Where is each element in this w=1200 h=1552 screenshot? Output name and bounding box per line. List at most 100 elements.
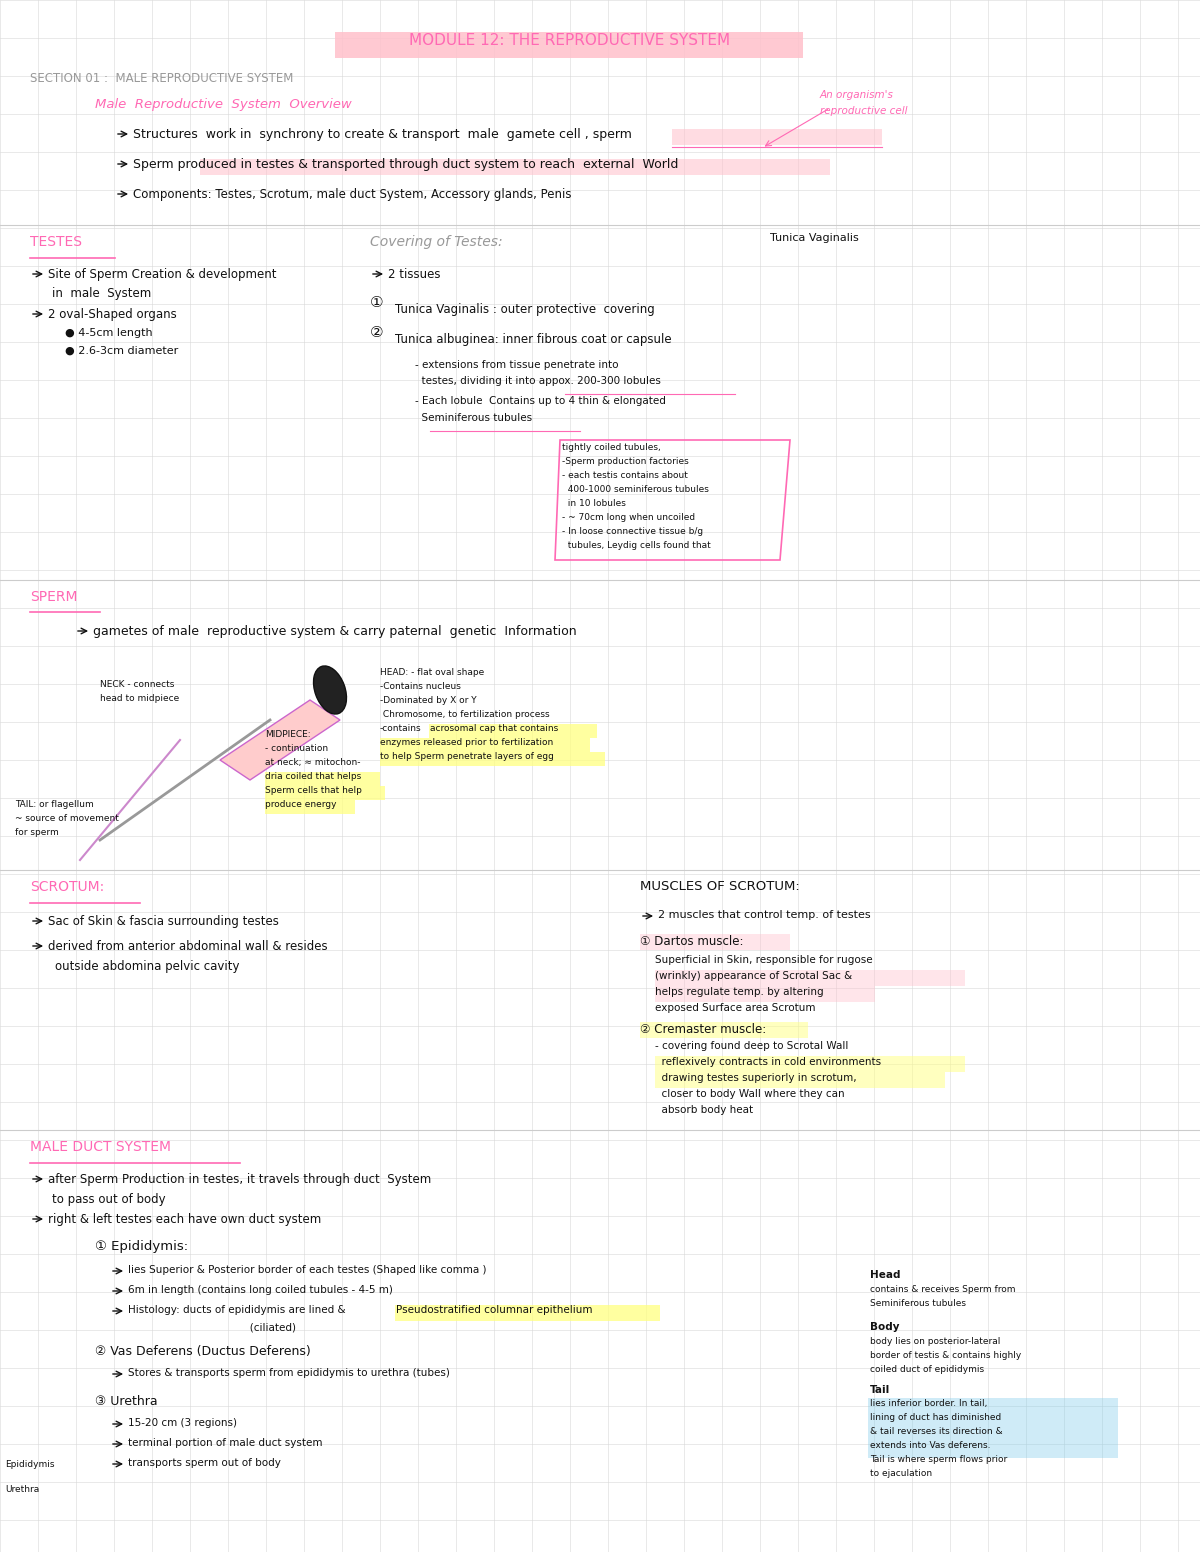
Text: Sperm produced in testes & transported through duct system to reach  external  W: Sperm produced in testes & transported t…	[133, 158, 678, 171]
Text: Pseudostratified columnar epithelium: Pseudostratified columnar epithelium	[396, 1305, 593, 1315]
Text: ● 2.6-3cm diameter: ● 2.6-3cm diameter	[65, 346, 179, 355]
Text: body lies on posterior-lateral: body lies on posterior-lateral	[870, 1336, 1001, 1346]
Text: -Contains nucleus: -Contains nucleus	[380, 681, 461, 691]
Text: gametes of male  reproductive system & carry paternal  genetic  Information: gametes of male reproductive system & ca…	[94, 625, 577, 638]
FancyBboxPatch shape	[200, 158, 830, 175]
Text: - ~ 70cm long when uncoiled: - ~ 70cm long when uncoiled	[562, 514, 695, 521]
Text: 400-1000 seminiferous tubules: 400-1000 seminiferous tubules	[562, 484, 709, 494]
Text: 2 muscles that control temp. of testes: 2 muscles that control temp. of testes	[658, 909, 871, 920]
Text: Urethra: Urethra	[5, 1485, 40, 1495]
Text: An organism's: An organism's	[820, 90, 894, 99]
Text: right & left testes each have own duct system: right & left testes each have own duct s…	[48, 1214, 322, 1226]
FancyBboxPatch shape	[265, 771, 380, 785]
Ellipse shape	[313, 666, 347, 714]
Text: lies Superior & Posterior border of each testes (Shaped like comma ): lies Superior & Posterior border of each…	[128, 1265, 486, 1276]
Text: - In loose connective tissue b/g: - In loose connective tissue b/g	[562, 528, 703, 535]
Text: Tail is where sperm flows prior: Tail is where sperm flows prior	[870, 1456, 1007, 1464]
Text: derived from anterior abdominal wall & resides: derived from anterior abdominal wall & r…	[48, 941, 328, 953]
Text: contains & receives Sperm from: contains & receives Sperm from	[870, 1285, 1015, 1294]
Text: enzymes released prior to fertilization: enzymes released prior to fertilization	[380, 739, 553, 747]
Text: ② Vas Deferens (Ductus Deferens): ② Vas Deferens (Ductus Deferens)	[95, 1346, 311, 1358]
Text: MODULE 12: THE REPRODUCTIVE SYSTEM: MODULE 12: THE REPRODUCTIVE SYSTEM	[409, 33, 731, 48]
Text: -contains: -contains	[380, 723, 421, 733]
Text: NECK - connects: NECK - connects	[100, 680, 174, 689]
Text: Sperm cells that help: Sperm cells that help	[265, 785, 362, 795]
Text: ①: ①	[370, 295, 384, 310]
Text: outside abdomina pelvic cavity: outside abdomina pelvic cavity	[55, 961, 240, 973]
FancyBboxPatch shape	[640, 1023, 808, 1038]
Text: extends into Vas deferens.: extends into Vas deferens.	[870, 1440, 990, 1450]
Text: SECTION 01 :  MALE REPRODUCTIVE SYSTEM: SECTION 01 : MALE REPRODUCTIVE SYSTEM	[30, 71, 293, 85]
Text: Tail: Tail	[870, 1384, 890, 1395]
Text: helps regulate temp. by altering: helps regulate temp. by altering	[655, 987, 823, 996]
Text: Stores & transports sperm from epididymis to urethra (tubes): Stores & transports sperm from epididymi…	[128, 1367, 450, 1378]
Text: terminal portion of male duct system: terminal portion of male duct system	[128, 1439, 323, 1448]
Text: ~ source of movement: ~ source of movement	[14, 813, 119, 823]
Text: Male  Reproductive  System  Overview: Male Reproductive System Overview	[95, 98, 352, 112]
Text: -Dominated by X or Y: -Dominated by X or Y	[380, 695, 476, 705]
Text: ① Dartos muscle:: ① Dartos muscle:	[640, 934, 744, 948]
Text: SPERM: SPERM	[30, 590, 78, 604]
Text: testes, dividing it into appox. 200-300 lobules: testes, dividing it into appox. 200-300 …	[415, 376, 661, 386]
Text: exposed Surface area Scrotum: exposed Surface area Scrotum	[655, 1003, 816, 1013]
FancyBboxPatch shape	[395, 1305, 660, 1321]
Text: - extensions from tissue penetrate into: - extensions from tissue penetrate into	[415, 360, 618, 369]
Text: to ejaculation: to ejaculation	[870, 1470, 932, 1478]
Text: in 10 lobules: in 10 lobules	[562, 500, 626, 508]
FancyBboxPatch shape	[335, 33, 803, 57]
Text: border of testis & contains highly: border of testis & contains highly	[870, 1350, 1021, 1360]
Text: Components: Testes, Scrotum, male duct System, Accessory glands, Penis: Components: Testes, Scrotum, male duct S…	[133, 188, 571, 202]
Text: MUSCLES OF SCROTUM:: MUSCLES OF SCROTUM:	[640, 880, 799, 892]
Text: absorb body heat: absorb body heat	[655, 1105, 754, 1114]
Text: Tunica albuginea: inner fibrous coat or capsule: Tunica albuginea: inner fibrous coat or …	[395, 334, 672, 346]
Text: Site of Sperm Creation & development: Site of Sperm Creation & development	[48, 268, 276, 281]
Text: lining of duct has diminished: lining of duct has diminished	[870, 1412, 1001, 1422]
Text: ② Cremaster muscle:: ② Cremaster muscle:	[640, 1023, 767, 1037]
Text: transports sperm out of body: transports sperm out of body	[128, 1457, 281, 1468]
Text: TESTES: TESTES	[30, 234, 82, 248]
Text: Structures  work in  synchrony to create & transport  male  gamete cell , sperm: Structures work in synchrony to create &…	[133, 127, 632, 141]
Text: Superficial in Skin, responsible for rugose: Superficial in Skin, responsible for rug…	[655, 954, 872, 965]
Text: Covering of Testes:: Covering of Testes:	[370, 234, 503, 248]
Text: at neck; ≈ mitochon-: at neck; ≈ mitochon-	[265, 757, 360, 767]
Text: Head: Head	[870, 1270, 900, 1280]
Text: 2 tissues: 2 tissues	[388, 268, 440, 281]
FancyBboxPatch shape	[380, 753, 605, 767]
FancyBboxPatch shape	[655, 970, 965, 986]
Text: -Sperm production factories: -Sperm production factories	[562, 456, 689, 466]
FancyBboxPatch shape	[655, 1055, 965, 1072]
Text: SCROTUM:: SCROTUM:	[30, 880, 104, 894]
Text: coiled duct of epididymis: coiled duct of epididymis	[870, 1366, 984, 1374]
Text: after Sperm Production in testes, it travels through duct  System: after Sperm Production in testes, it tra…	[48, 1173, 431, 1186]
Text: acrosomal cap that contains: acrosomal cap that contains	[430, 723, 558, 733]
Text: Chromosome, to fertilization process: Chromosome, to fertilization process	[380, 709, 550, 719]
Text: produce energy: produce energy	[265, 799, 336, 809]
FancyBboxPatch shape	[655, 986, 875, 1003]
FancyBboxPatch shape	[430, 723, 598, 739]
Text: MIDPIECE:: MIDPIECE:	[265, 729, 311, 739]
Text: reproductive cell: reproductive cell	[820, 106, 907, 116]
Text: for sperm: for sperm	[14, 829, 59, 837]
Text: to help Sperm penetrate layers of egg: to help Sperm penetrate layers of egg	[380, 753, 554, 760]
Text: ③ Urethra: ③ Urethra	[95, 1395, 157, 1408]
Text: in  male  System: in male System	[52, 287, 151, 300]
Text: drawing testes superiorly in scrotum,: drawing testes superiorly in scrotum,	[655, 1072, 857, 1083]
Text: Seminiferous tubules: Seminiferous tubules	[415, 413, 532, 424]
FancyBboxPatch shape	[380, 739, 590, 753]
Text: - continuation: - continuation	[265, 743, 328, 753]
Polygon shape	[220, 700, 340, 781]
Text: ● 4-5cm length: ● 4-5cm length	[65, 327, 152, 338]
Text: to pass out of body: to pass out of body	[52, 1193, 166, 1206]
Text: reflexively contracts in cold environments: reflexively contracts in cold environmen…	[655, 1057, 881, 1068]
FancyBboxPatch shape	[672, 129, 882, 144]
Text: TAIL: or flagellum: TAIL: or flagellum	[14, 799, 94, 809]
Text: Histology: ducts of epididymis are lined &: Histology: ducts of epididymis are lined…	[128, 1305, 346, 1315]
Text: closer to body Wall where they can: closer to body Wall where they can	[655, 1090, 845, 1099]
FancyBboxPatch shape	[868, 1398, 1118, 1457]
Text: Sac of Skin & fascia surrounding testes: Sac of Skin & fascia surrounding testes	[48, 916, 278, 928]
Text: lies inferior border. In tail,: lies inferior border. In tail,	[870, 1398, 988, 1408]
Text: ②: ②	[370, 324, 384, 340]
FancyBboxPatch shape	[265, 799, 355, 813]
Text: 6m in length (contains long coiled tubules - 4-5 m): 6m in length (contains long coiled tubul…	[128, 1285, 392, 1294]
Text: 2 oval-Shaped organs: 2 oval-Shaped organs	[48, 307, 176, 321]
